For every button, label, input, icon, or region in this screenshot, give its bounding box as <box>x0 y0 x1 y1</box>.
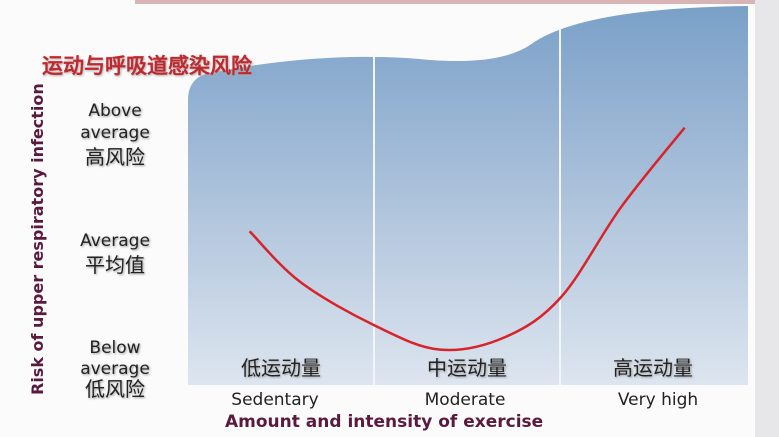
y-tick-zh: 平均值 <box>85 253 145 277</box>
y-tick-en: Below average <box>80 338 150 379</box>
x-axis-label: Amount and intensity of exercise <box>225 412 544 432</box>
category-zh: 低运动量 <box>241 356 321 380</box>
y-tick-zh: 低风险 <box>85 377 145 401</box>
plot-background <box>188 6 748 385</box>
y-tick-zh: 高风险 <box>85 145 145 169</box>
y-tick-average: Average 平均值 <box>60 230 170 278</box>
category-en: Moderate <box>424 390 506 410</box>
category-en: Very high <box>617 390 699 410</box>
top-border <box>135 0 755 4</box>
right-edge <box>755 0 779 437</box>
y-tick-en: Average <box>80 231 150 251</box>
category-zh: 高运动量 <box>613 356 693 380</box>
y-tick-below-average: Below average 低风险 <box>60 338 170 400</box>
category-en: Sedentary <box>231 390 319 410</box>
risk-curve-line <box>248 126 686 352</box>
y-tick-above-average: Above average 高风险 <box>60 100 170 170</box>
category-zh: 中运动量 <box>427 356 507 380</box>
y-tick-en: Above average <box>80 101 150 143</box>
chart-title: 运动与呼吸道感染风险 <box>42 54 252 78</box>
y-axis-label: Risk of upper respiratory infection <box>28 83 47 395</box>
